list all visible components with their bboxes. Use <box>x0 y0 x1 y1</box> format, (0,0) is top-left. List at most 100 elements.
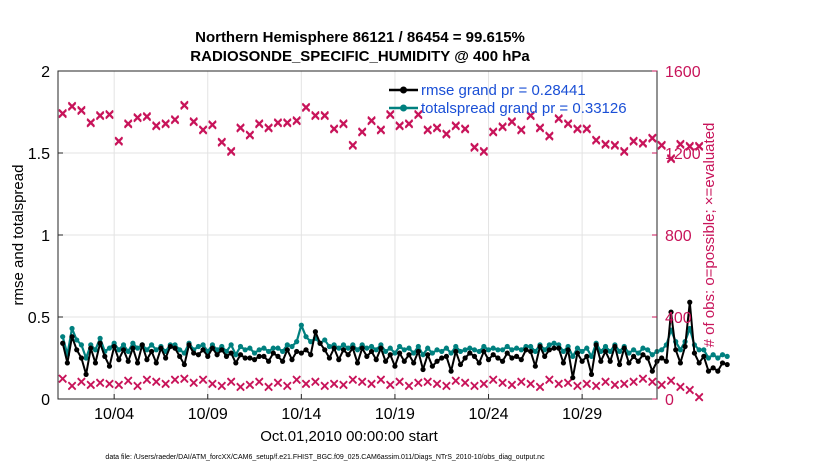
totalspread-point <box>397 343 403 350</box>
rmse-point <box>682 343 688 350</box>
rmse-point <box>715 368 721 374</box>
obs-evaluated-marker <box>451 122 460 131</box>
totalspread-point <box>626 350 632 356</box>
rmse-point <box>120 347 127 353</box>
rmse-point <box>504 350 510 356</box>
obs-evaluated-marker <box>292 117 301 126</box>
obs-evaluated-marker <box>582 125 591 134</box>
obs-evaluated-marker <box>180 101 189 111</box>
rmse-point <box>677 360 683 366</box>
totalspread-point <box>485 347 492 353</box>
rmse-point <box>659 355 665 361</box>
obs-evaluated-marker <box>77 106 86 116</box>
totalspread-point <box>242 347 248 353</box>
obs-evaluated-marker <box>423 126 432 135</box>
rmse-point <box>378 345 384 351</box>
y-axis-ticks: 0 0.5 1 1.5 2 <box>28 64 63 409</box>
obs-evaluated-marker <box>329 379 339 389</box>
rmse-point <box>242 355 248 361</box>
obs-evaluated-marker <box>535 124 545 133</box>
obs-evaluated-marker <box>217 138 226 147</box>
obs-evaluated-marker <box>180 374 189 384</box>
obs-evaluated-marker <box>591 136 601 145</box>
rmse-point <box>60 340 66 346</box>
rmse-point <box>509 355 515 361</box>
obs-evaluated-marker <box>348 141 357 150</box>
totalspread-point <box>640 345 646 351</box>
totalspread-point <box>97 335 103 341</box>
rmse-point <box>551 345 557 351</box>
totalspread-point <box>74 337 80 343</box>
totalspread-point <box>616 348 623 355</box>
rmse-point <box>574 350 581 356</box>
rmse-point <box>354 360 361 366</box>
obs-evaluated-marker <box>329 125 339 134</box>
rmse-point <box>350 345 356 351</box>
totalspread-point <box>144 347 150 353</box>
obs-evaluated-marker <box>226 147 236 157</box>
x-axis-label: Oct.01,2010 00:00:00 start <box>260 428 438 445</box>
obs-evaluated-marker <box>86 119 95 128</box>
y-axis-label: rmse and totalspread <box>10 165 27 306</box>
totalspread-point <box>570 353 576 359</box>
rmse-point <box>579 358 585 364</box>
obs-evaluated-marker <box>208 379 217 389</box>
obs-evaluated-marker <box>283 119 292 128</box>
totalspread-point <box>280 348 286 355</box>
obs-evaluated-marker <box>208 121 217 130</box>
obs-evaluated-marker <box>666 376 676 386</box>
rmse-point <box>125 358 131 364</box>
rmse-point <box>602 348 609 355</box>
obs-evaluated-marker <box>114 380 124 390</box>
rmse-point <box>397 350 403 356</box>
totalspread-point <box>546 342 552 348</box>
rmse-point <box>518 357 524 363</box>
rmse-point <box>139 342 145 348</box>
rmse-point <box>345 352 351 358</box>
rmse-point <box>556 345 562 351</box>
totalspread-point <box>490 345 496 351</box>
rmse-point <box>200 347 206 353</box>
totalspread-point <box>696 347 702 353</box>
totalspread-point <box>631 347 637 353</box>
obs-evaluated-marker <box>339 380 348 390</box>
legend-marker-totalspread <box>400 104 407 112</box>
rmse-point <box>237 352 244 358</box>
obs-evaluated-marker <box>255 377 264 387</box>
totalspread-point <box>509 347 515 353</box>
legend: rmse grand pr = 0.28441 totalspread gran… <box>389 82 627 117</box>
x-tick-label: 10/19 <box>375 406 415 423</box>
rmse-point <box>92 360 99 366</box>
rmse-point <box>382 358 389 364</box>
y-right-axis-label: # of obs: o=possible; ×=evaluated <box>701 123 718 348</box>
obs-evaluated-marker <box>386 110 395 120</box>
totalspread-point <box>705 355 712 361</box>
rmse-point <box>322 347 328 353</box>
y-right-tick-label: 0 <box>665 392 674 409</box>
rmse-point <box>312 329 318 335</box>
y-right-tick-label: 400 <box>665 310 692 327</box>
obs-evaluated-marker <box>423 377 432 387</box>
totalspread-point <box>106 345 113 351</box>
y-tick-label: 1 <box>41 228 50 245</box>
rmse-point <box>64 360 70 366</box>
obs-evaluated-marker <box>517 126 526 135</box>
rmse-point <box>158 345 164 351</box>
rmse-point <box>270 350 276 356</box>
totalspread-point <box>715 355 721 361</box>
rmse-point <box>457 361 464 368</box>
obs-evaluated-marker <box>404 381 414 391</box>
obs-evaluated-marker <box>152 377 161 387</box>
obs-evaluated-marker <box>629 377 638 387</box>
obs-evaluated-marker <box>563 120 573 129</box>
totalspread-point <box>584 345 590 351</box>
totalspread-point <box>411 350 417 356</box>
rmse-point <box>612 343 618 350</box>
totalspread-point <box>223 348 230 355</box>
rmse-point <box>373 357 379 363</box>
y-right-tick-label: 800 <box>665 228 692 245</box>
obs-evaluated-marker <box>58 374 67 384</box>
totalspread-point <box>481 343 487 350</box>
rmse-point <box>153 360 159 366</box>
totalspread-point <box>284 342 290 348</box>
